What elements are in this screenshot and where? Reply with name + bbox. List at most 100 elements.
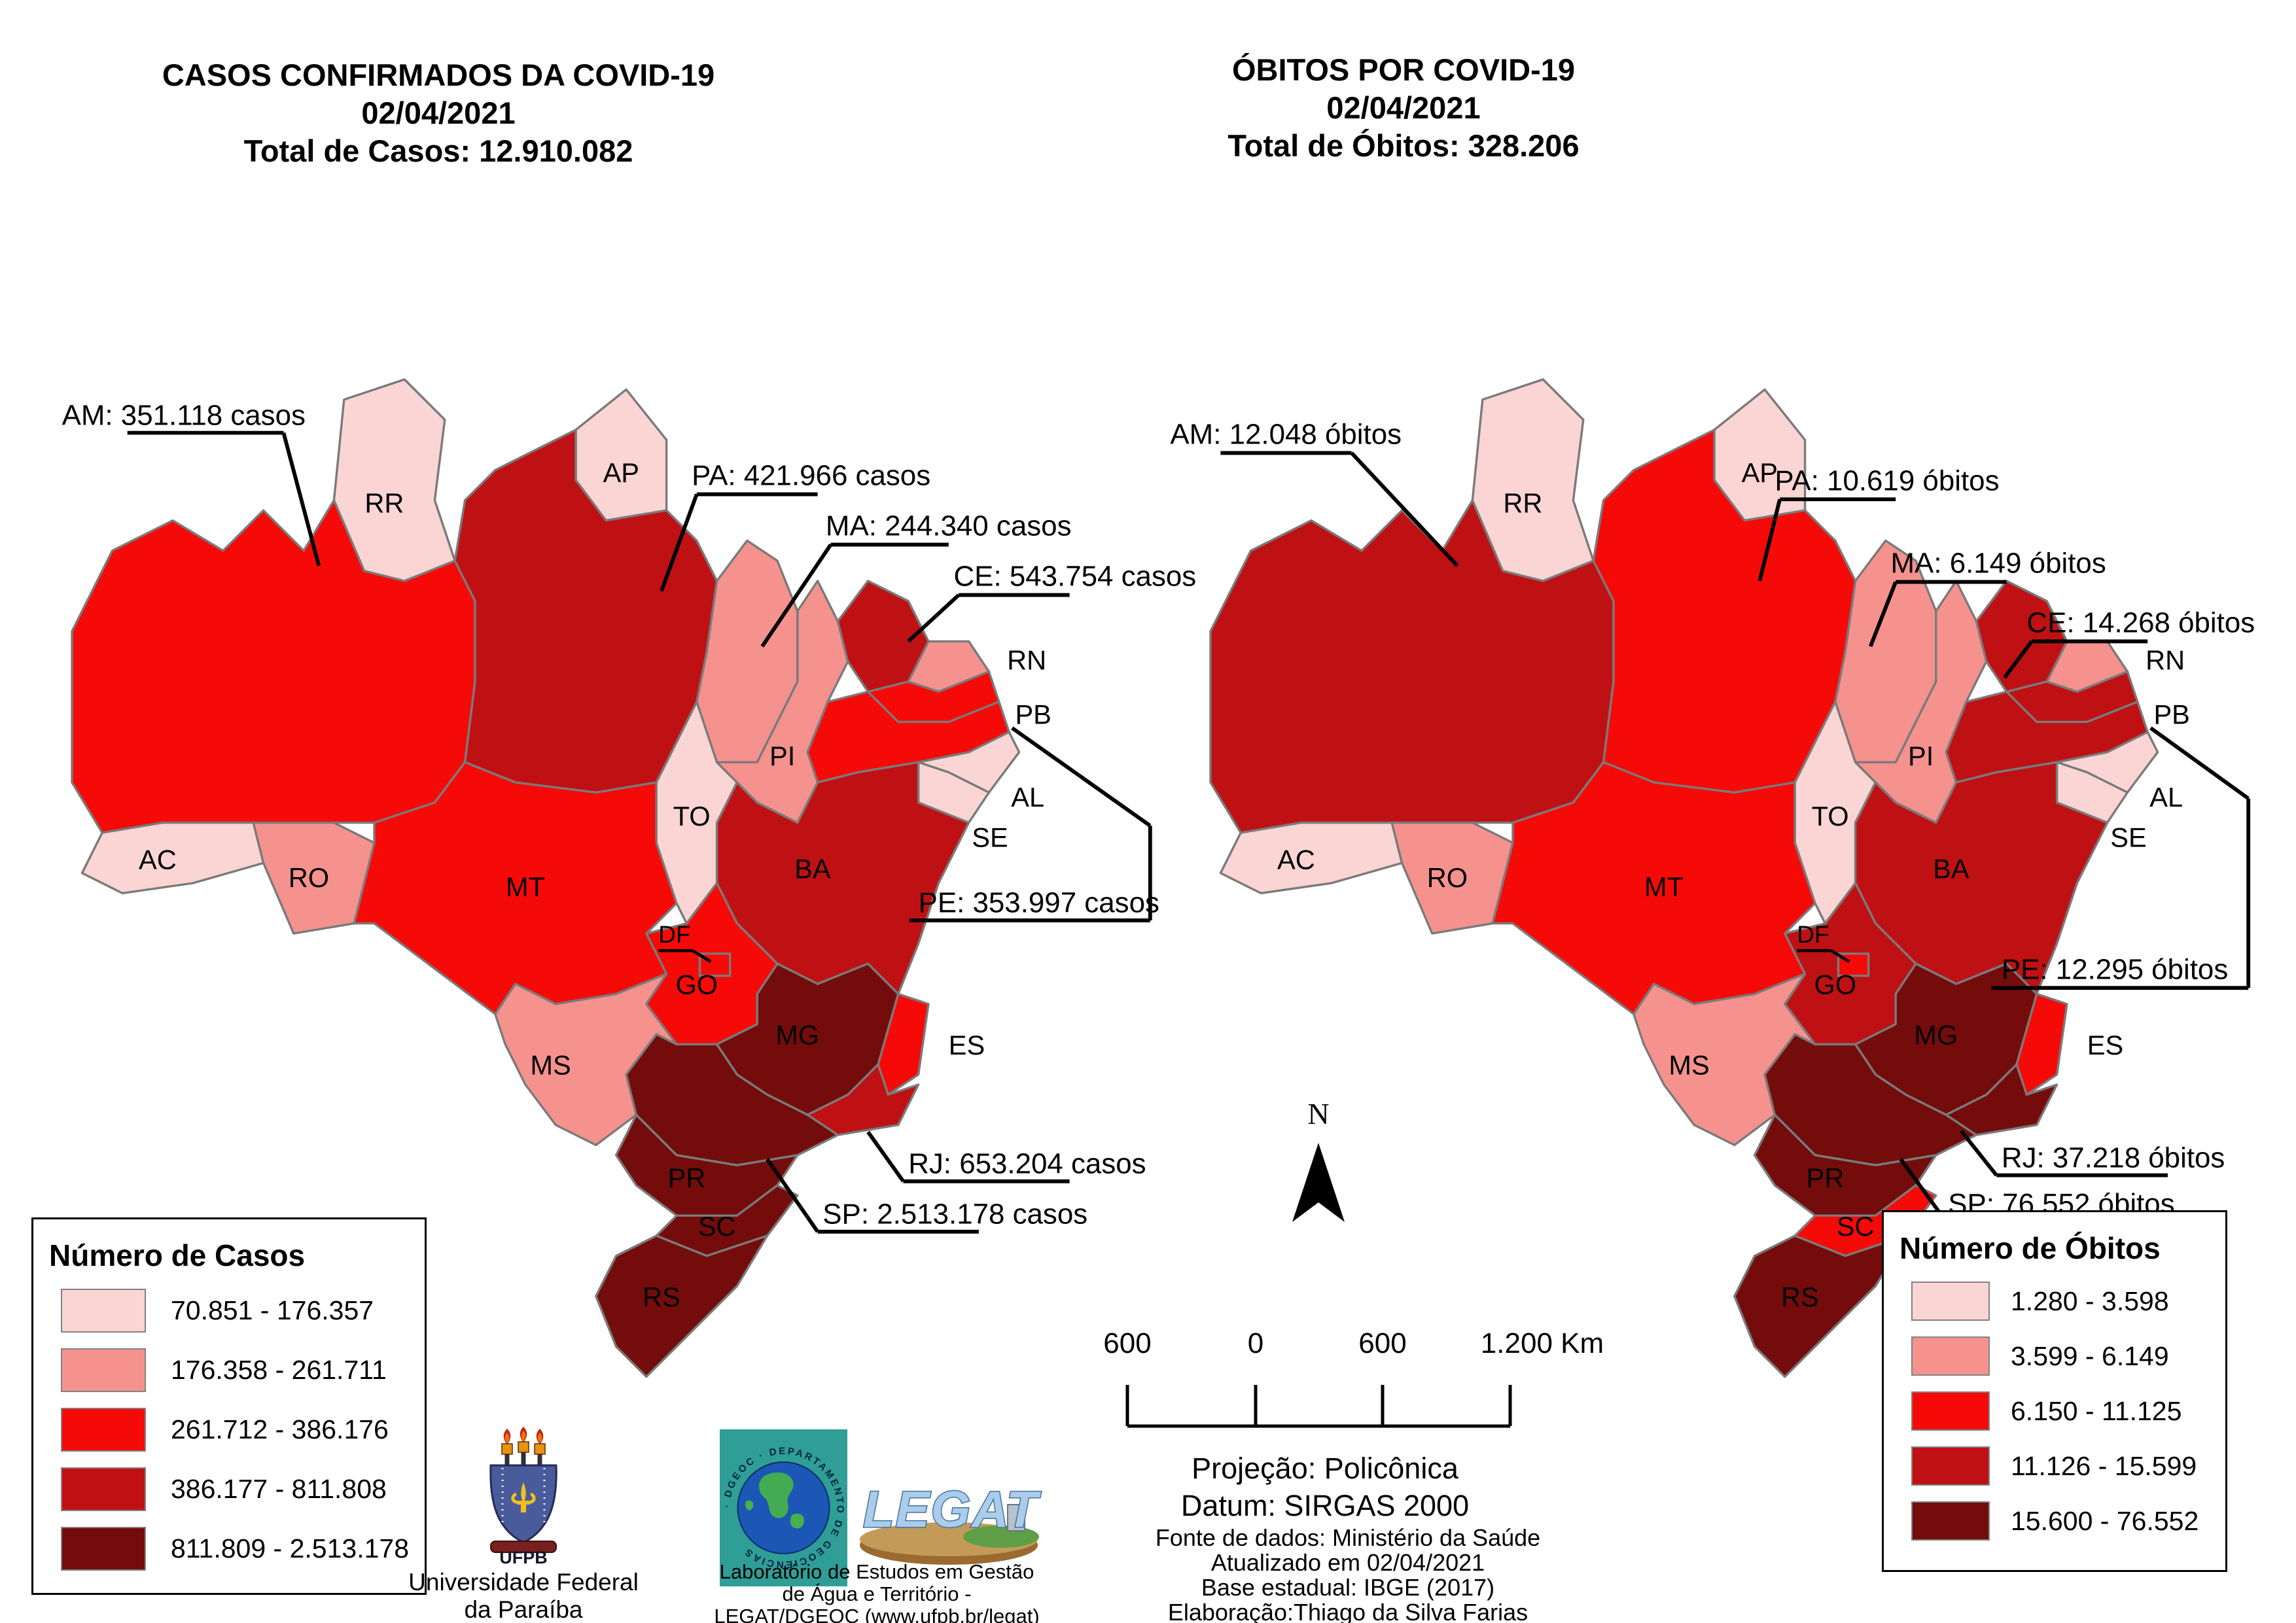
callout-line-PA xyxy=(660,493,699,592)
state-label-RR: RR xyxy=(364,487,404,518)
state-label-RS: RS xyxy=(643,1282,680,1312)
legend-swatch-class2 xyxy=(61,1348,146,1392)
ufpb-caption-line2: da Paraíba xyxy=(464,1596,583,1623)
state-label-PB: PB xyxy=(2153,699,2189,730)
callout-RJ-left: RJ: 653.204 casos xyxy=(908,1148,1146,1180)
state-label-RN: RN xyxy=(1007,645,1046,676)
callout-line-RJ xyxy=(1960,1130,1998,1177)
scale-label-600-right: 600 xyxy=(1358,1327,1406,1359)
cases-title-total: Total de Casos: 12.910.082 xyxy=(243,133,633,168)
north-arrow: N xyxy=(1292,1097,1345,1222)
callout-PE-left: PE: 353.997 casos xyxy=(919,887,1159,919)
source-line-4: Elaboração:Thiago da Silva Farias xyxy=(1167,1599,1528,1623)
legend-label: 70.851 - 176.357 xyxy=(171,1295,374,1325)
state-label-MG: MG xyxy=(775,1019,819,1050)
source-line-1: Fonte de dados: Ministério da Saúde xyxy=(1155,1524,1541,1551)
state-label-AC: AC xyxy=(139,844,177,875)
callout-line-CE xyxy=(907,593,961,643)
callout-line-PE xyxy=(1011,726,1152,828)
state-label-AP: AP xyxy=(603,457,639,488)
state-label-MT: MT xyxy=(1644,871,1684,902)
state-label-PI: PI xyxy=(769,741,795,771)
state-label-GO: GO xyxy=(1814,969,1856,1000)
state-label-BA: BA xyxy=(794,853,831,884)
state-label-TO: TO xyxy=(1812,801,1849,831)
state-RS xyxy=(595,1234,769,1378)
state-label-RR: RR xyxy=(1503,487,1542,518)
legend-swatch-class3 xyxy=(1911,1391,1990,1431)
legend-row: 386.177 - 811.808 xyxy=(61,1467,425,1511)
legend-label: 176.358 - 261.711 xyxy=(171,1355,387,1385)
legend-row: 6.150 - 11.125 xyxy=(1911,1391,2225,1431)
state-label-ES: ES xyxy=(2087,1030,2123,1060)
state-ES xyxy=(2015,992,2068,1096)
callout-AM-left: AM: 351.118 casos xyxy=(62,399,306,431)
legend-label: 15.600 - 76.552 xyxy=(2011,1505,2199,1536)
legend-label: 6.150 - 11.125 xyxy=(2011,1395,2182,1426)
state-label-MS: MS xyxy=(530,1050,571,1081)
legend-row: 11.126 - 15.599 xyxy=(1911,1446,2225,1486)
dgeoc-logo: · DGEOC · DEPARTAMENTO DE GEOCIÊNCIAS xyxy=(720,1429,847,1586)
state-label-AL: AL xyxy=(2149,782,2183,812)
north-label: N xyxy=(1307,1097,1329,1130)
legend-swatch-class5 xyxy=(1911,1501,1990,1541)
ufpb-caption: Universidade Federal da Paraíba xyxy=(393,1569,654,1623)
callout-line-PA xyxy=(1757,498,1782,582)
cases-legend-title: Número de Casos xyxy=(49,1238,306,1272)
state-RJ xyxy=(1945,1063,2058,1136)
state-label-PB: PB xyxy=(1015,699,1051,730)
state-label-PR: PR xyxy=(668,1162,706,1193)
state-RJ xyxy=(806,1063,920,1136)
legend-swatch-class5 xyxy=(61,1527,146,1571)
legat-caption-line1: Laboratório de Estudos em Gestão xyxy=(719,1560,1034,1583)
callout-PE-right: PE: 12.295 óbitos xyxy=(2002,953,2228,985)
callout-line-RJ xyxy=(866,1130,905,1183)
ufpb-acronym: UFPB xyxy=(499,1548,548,1565)
df-leader-line xyxy=(1830,949,1850,964)
legend-swatch-class1 xyxy=(1911,1282,1990,1321)
source-line-2: Atualizado em 02/04/2021 xyxy=(1210,1549,1485,1576)
state-label-GO: GO xyxy=(675,969,718,1000)
scale-bar-ruler xyxy=(1125,1385,1512,1428)
callout-line-AM xyxy=(281,432,321,567)
legend-label: 261.712 - 386.176 xyxy=(171,1414,389,1444)
projection-block: Projeção: Policônica Datum: SIRGAS 2000 xyxy=(1063,1450,1587,1524)
callout-CE-left: CE: 543.754 casos xyxy=(954,561,1197,593)
legend-row: 811.809 - 2.513.178 xyxy=(61,1527,425,1571)
state-label-RO: RO xyxy=(289,862,329,893)
state-label-RS: RS xyxy=(1781,1282,1819,1312)
scale-bar: 600 0 600 1.200 Km xyxy=(1103,1327,1604,1428)
legend-row: 261.712 - 386.176 xyxy=(61,1408,425,1452)
callout-PA-left: PA: 421.966 casos xyxy=(692,460,930,492)
legend-swatch-class3 xyxy=(61,1408,146,1452)
callout-line-MA xyxy=(1868,581,1898,648)
callout-RJ-right: RJ: 37.218 óbitos xyxy=(2002,1142,2225,1174)
state-label-MT: MT xyxy=(506,871,545,902)
state-label-ES: ES xyxy=(949,1030,985,1060)
state-label-RO: RO xyxy=(1427,862,1468,893)
north-arrow-icon xyxy=(1292,1143,1345,1222)
scale-label-600-left: 600 xyxy=(1103,1327,1151,1359)
state-label-SE: SE xyxy=(972,822,1008,853)
state-label-PR: PR xyxy=(1807,1162,1845,1193)
datum-line: Datum: SIRGAS 2000 xyxy=(1180,1489,1470,1522)
deaths-legend-title: Número de Óbitos xyxy=(1899,1231,2161,1265)
legend-swatch-class2 xyxy=(1911,1336,1990,1376)
ufpb-torches-icon xyxy=(501,1427,546,1467)
callout-line-CE xyxy=(2003,640,2034,679)
state-label-RN: RN xyxy=(2146,645,2185,676)
source-block: Fonte de dados: Ministério da Saúde Atua… xyxy=(1086,1526,1610,1623)
cases-map-title: CASOS CONFIRMADOS DA COVID-19 02/04/2021… xyxy=(111,56,766,170)
callout-line-MA xyxy=(760,543,833,648)
legend-swatch-class4 xyxy=(61,1467,146,1511)
source-line-3: Base estadual: IBGE (2017) xyxy=(1201,1574,1495,1601)
legat-structure-icon xyxy=(1007,1504,1025,1531)
legend-swatch-class4 xyxy=(1911,1446,1990,1486)
legend-label: 386.177 - 811.808 xyxy=(171,1474,387,1504)
callout-SP-left: SP: 2.513.178 casos xyxy=(822,1198,1087,1230)
state-label-BA: BA xyxy=(1933,853,1969,884)
state-label-PI: PI xyxy=(1908,741,1934,771)
legat-wordmark: LEGAT xyxy=(863,1480,1042,1538)
deaths-map-title: ÓBITOS POR COVID-19 02/04/2021 Total de … xyxy=(1076,51,1731,165)
legend-row: 70.851 - 176.357 xyxy=(61,1289,425,1333)
